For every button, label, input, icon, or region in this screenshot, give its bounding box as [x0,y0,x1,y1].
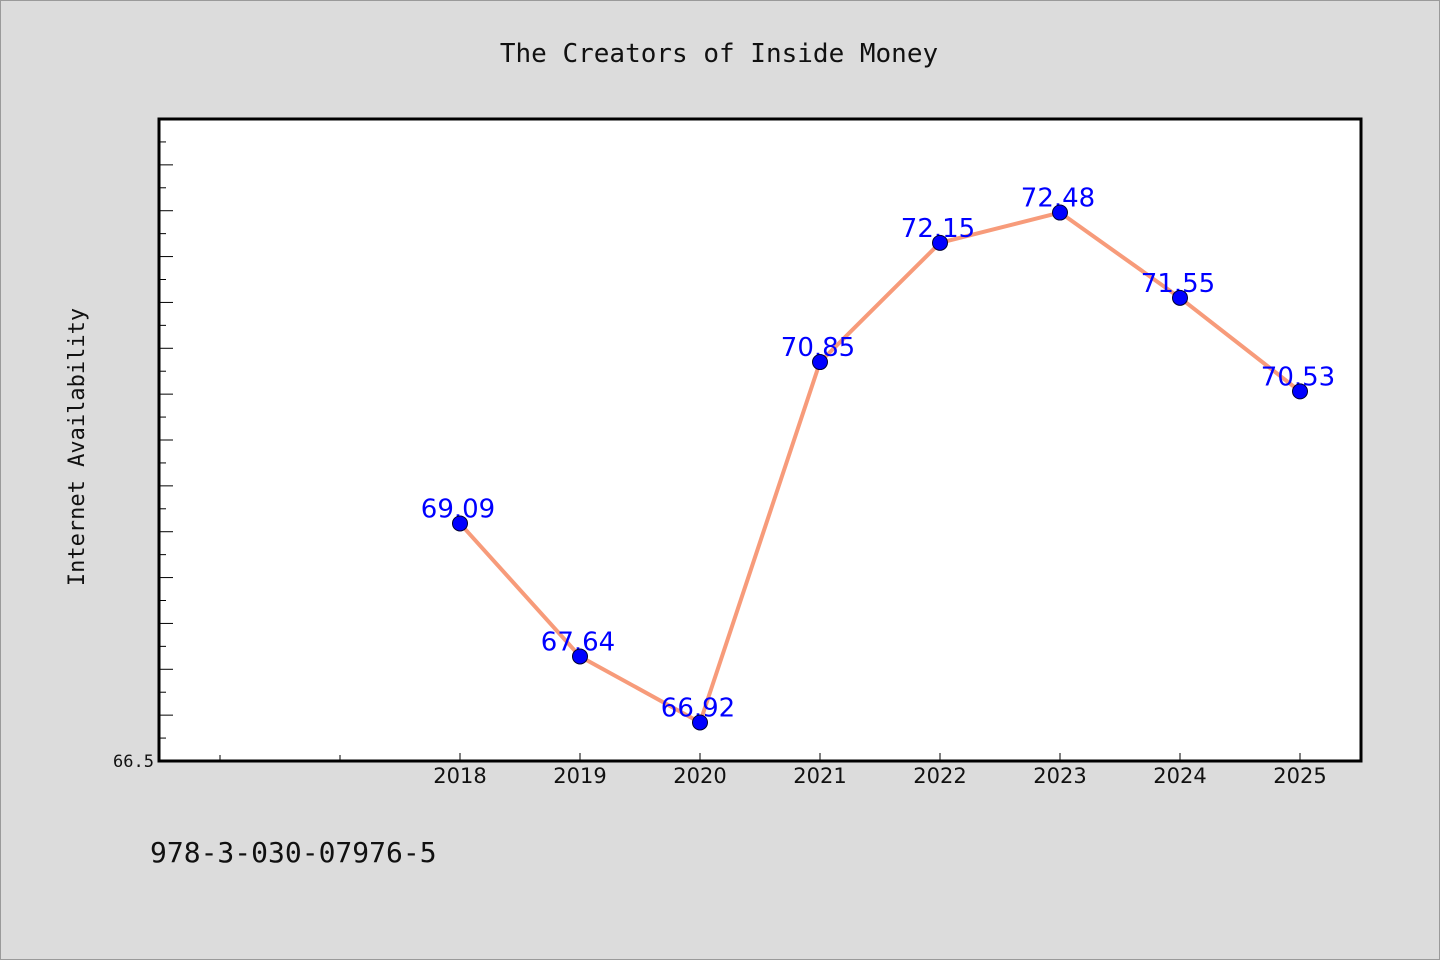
data-point [1052,204,1068,221]
data-point [572,648,588,665]
series-line-group [458,210,1302,725]
series-line [458,210,1302,725]
plot-area [157,117,1363,763]
x-tick-label: 2022 [913,764,966,788]
y-axis-ticks: 66.5 [113,141,173,772]
isbn-text: 978-3-030-07976-5 [150,836,437,869]
data-point [1292,383,1308,400]
data-point [452,515,468,532]
x-tick-label: 2025 [1273,764,1326,788]
data-point [932,234,948,251]
x-tick-label: 2021 [793,764,846,788]
data-point [812,354,828,371]
chart-title: The Creators of Inside Money [500,39,938,69]
x-tick-label: 2020 [673,764,726,788]
data-point [1172,289,1188,306]
x-tick-label: 2019 [553,764,606,788]
data-markers [452,204,1308,731]
y-tick-label: 66.5 [113,752,154,772]
x-tick-label: 2024 [1153,764,1206,788]
data-point [692,714,708,731]
x-axis-ticks: 2018 2019 2020 2021 2022 2023 2024 2025 [219,753,1327,788]
y-axis-label: Internet Availability [65,308,90,586]
x-tick-label: 2023 [1033,764,1086,788]
x-tick-label: 2018 [433,764,486,788]
